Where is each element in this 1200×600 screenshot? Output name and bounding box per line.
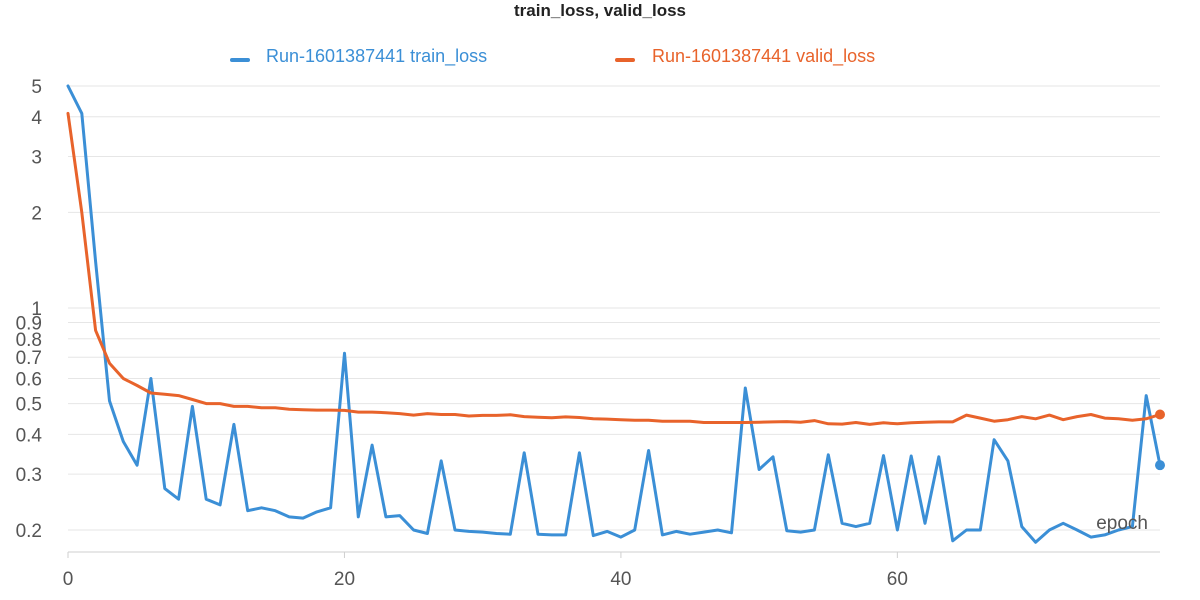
y-tick-label: 2 <box>31 203 42 224</box>
y-tick-label: 0.6 <box>16 369 42 390</box>
x-tick-label: 60 <box>887 569 908 590</box>
x-tick-label: 40 <box>610 569 631 590</box>
grid-lines <box>68 85 1160 531</box>
y-tick-label: 0.7 <box>16 348 42 369</box>
x-tick-label: 20 <box>334 569 355 590</box>
legend: Run-1601387441 train_loss Run-1601387441 … <box>230 46 875 67</box>
series-end-point[interactable] <box>1155 460 1165 471</box>
series-line-train-loss <box>66 84 1162 544</box>
y-tick-label: 1 <box>31 299 42 320</box>
y-tick-label: 0.2 <box>16 521 42 542</box>
y-tick-label: 0.8 <box>16 330 42 351</box>
y-tick-label: 4 <box>31 108 42 129</box>
x-axis-label: epoch <box>1096 513 1148 534</box>
y-tick-label: 0.3 <box>16 465 42 486</box>
series-group <box>66 84 1165 544</box>
y-tick-label: 0.4 <box>16 425 43 446</box>
y-tick-label: 0.9 <box>16 314 42 335</box>
series-line-valid-loss <box>66 111 1162 426</box>
y-tick-label: 5 <box>31 77 42 98</box>
y-axis-ticks: 5 4 3 2 10.90.80.70.6 0.5 0.4 0.3 0.2 <box>16 77 43 542</box>
series-end-point[interactable] <box>1155 409 1165 420</box>
legend-item-label[interactable]: Run-1601387441 valid_loss <box>652 46 875 67</box>
y-tick-label: 0.5 <box>16 395 42 416</box>
y-tick-label: 3 <box>31 147 42 168</box>
x-axis-ticks: 0 20 40 60 <box>63 551 1160 590</box>
chart-title: train_loss, valid_loss <box>514 1 686 20</box>
legend-item-label[interactable]: Run-1601387441 train_loss <box>266 46 487 67</box>
x-tick-label: 0 <box>63 569 74 590</box>
